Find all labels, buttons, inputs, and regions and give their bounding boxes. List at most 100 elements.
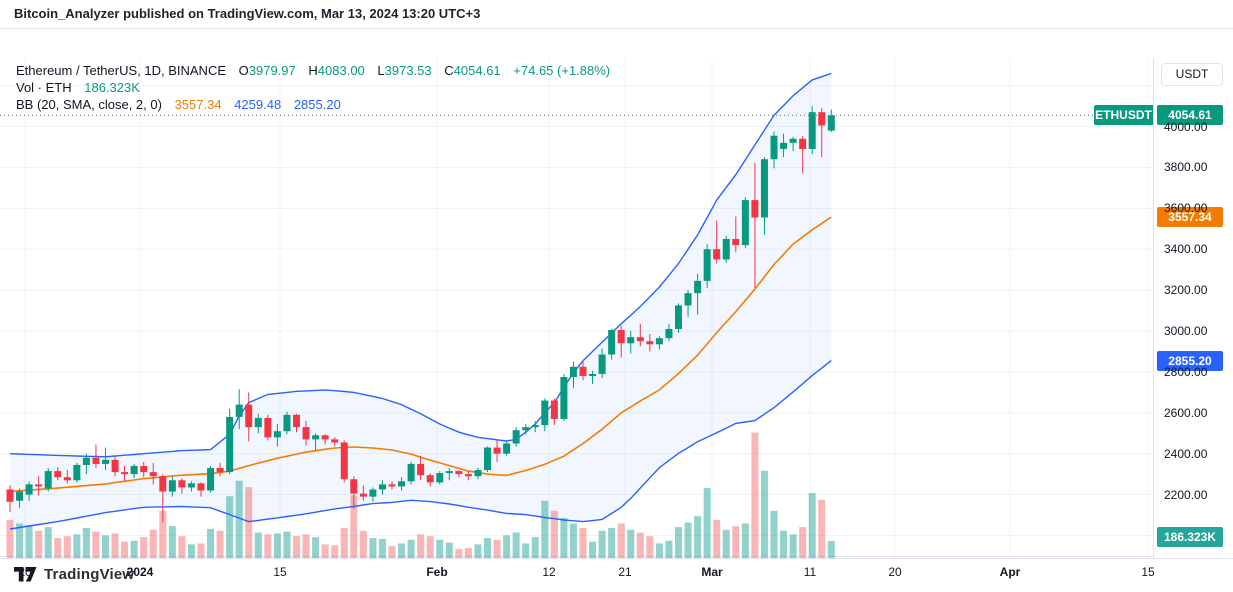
candle-body [627, 337, 635, 344]
time-tick-label: 15 [273, 565, 287, 579]
volume-bar [226, 496, 234, 558]
candle-body [187, 483, 195, 488]
candle-body [340, 442, 348, 480]
volume-bar [751, 432, 759, 558]
bb-lower-badge: 2855.20 [1157, 350, 1223, 371]
volume-bar [235, 480, 243, 558]
volume-bar [312, 537, 320, 558]
ohlc-open: O3979.97 [238, 63, 296, 78]
volume-bar [407, 539, 415, 558]
volume-bar [818, 499, 826, 558]
time-tick-label: 12 [542, 565, 556, 579]
volume-bar [102, 535, 109, 558]
candle-body [760, 159, 768, 218]
currency-toggle-button[interactable]: USDT [1161, 63, 1223, 86]
legend-symbol-row[interactable]: Ethereum / TetherUS, 1D, BINANCE O3979.9… [16, 63, 610, 79]
candle-body [321, 435, 329, 440]
candle-body [197, 483, 205, 491]
volume-bar [665, 540, 673, 558]
volume-bar [197, 543, 205, 558]
candle-body [512, 430, 520, 444]
volume-bar [627, 529, 635, 558]
candle-body [560, 377, 568, 419]
candle-body [780, 142, 788, 149]
candle-body [474, 470, 482, 477]
chart-widget: Ethereum / TetherUS, 1D, BINANCE O3979.9… [0, 28, 1233, 585]
price-tick-label: 2800.00 [1164, 364, 1208, 379]
candle-body [579, 366, 587, 376]
candle-body [675, 305, 682, 329]
candle-body [226, 416, 234, 473]
volume-bar [44, 527, 52, 558]
candle-body [751, 200, 759, 218]
volume-bar [589, 541, 597, 558]
bb-basis-badge: 3557.34 [1157, 207, 1223, 228]
candle-body [703, 249, 711, 281]
volume-bar [789, 534, 797, 558]
tradingview-attribution[interactable]: TradingView [0, 557, 1233, 592]
candle-body [608, 329, 616, 355]
candle-body [207, 468, 215, 491]
volume-bar [464, 548, 472, 558]
last-price-badge: 4054.61 [1157, 105, 1223, 126]
candle-body [713, 249, 721, 260]
volume-bar [531, 537, 539, 558]
time-tick-label: 11 [803, 565, 817, 579]
volume-bar [378, 538, 386, 558]
time-tick-label: Feb [426, 565, 448, 579]
volume-bar [560, 518, 568, 558]
volume-bar [541, 500, 549, 558]
volume-bar [713, 519, 721, 558]
time-axis[interactable]: 20 2024 15 Feb 12 21 Mar 11 20 Apr 15 [0, 558, 1233, 585]
candle-body [350, 479, 358, 494]
price-axis[interactable]: USDT 4054.61 3557.34 2855.20 186.323K 40… [1153, 58, 1233, 558]
volume-bar [569, 523, 577, 558]
volume-bar [340, 528, 348, 558]
candle-body [168, 480, 176, 492]
volume-bar [684, 522, 692, 558]
price-tick-label: 3000.00 [1164, 324, 1208, 338]
candle-body [493, 447, 501, 454]
time-tick-label: Mar [701, 565, 723, 579]
time-tick-label: 20 [888, 565, 902, 579]
chart-pane[interactable]: Ethereum / TetherUS, 1D, BINANCE O3979.9… [0, 58, 1153, 558]
candle-body [598, 354, 606, 374]
price-chart[interactable] [0, 58, 1153, 558]
volume-bar [121, 541, 129, 558]
volume-bar [445, 542, 453, 558]
legend-volume-row[interactable]: Vol · ETH 186.323K [16, 80, 610, 96]
price-tick-label: 2200.00 [1164, 487, 1208, 502]
candle-body [378, 484, 386, 490]
volume-bar [655, 543, 663, 558]
candle-body [684, 293, 692, 306]
volume-bar [130, 540, 138, 558]
legend-bb-row[interactable]: BB (20, SMA, close, 2, 0) 3557.34 4259.4… [16, 97, 610, 113]
volume-bar [646, 536, 654, 558]
candle-body [121, 472, 129, 475]
volume-value: 186.323K [84, 80, 140, 95]
symbol-title: Ethereum / TetherUS, 1D, BINANCE [16, 63, 227, 78]
time-tick-label: Apr [999, 565, 1021, 579]
volume-bar [732, 526, 740, 558]
candle-body [149, 472, 157, 477]
candle-body [25, 484, 33, 495]
candle-body [254, 417, 262, 428]
ohlc-high: H4083.00 [308, 63, 365, 78]
candle-body [694, 280, 702, 294]
price-tick-label: 3400.00 [1164, 242, 1208, 257]
volume-bar [16, 523, 24, 558]
volume-bar [350, 495, 358, 558]
time-tick-label: 2024 [126, 565, 154, 579]
volume-bar [484, 538, 491, 558]
candle-body [216, 468, 224, 473]
volume-bar [359, 530, 367, 558]
volume-bar [417, 534, 425, 558]
volume-bar [54, 538, 62, 558]
volume-bar [63, 536, 71, 558]
volume-bar [216, 530, 224, 558]
candle-body [522, 427, 530, 431]
candle-body [799, 138, 807, 149]
volume-bar [608, 528, 616, 558]
bb-basis-value: 3557.34 [174, 97, 222, 112]
volume-bar [760, 470, 768, 558]
